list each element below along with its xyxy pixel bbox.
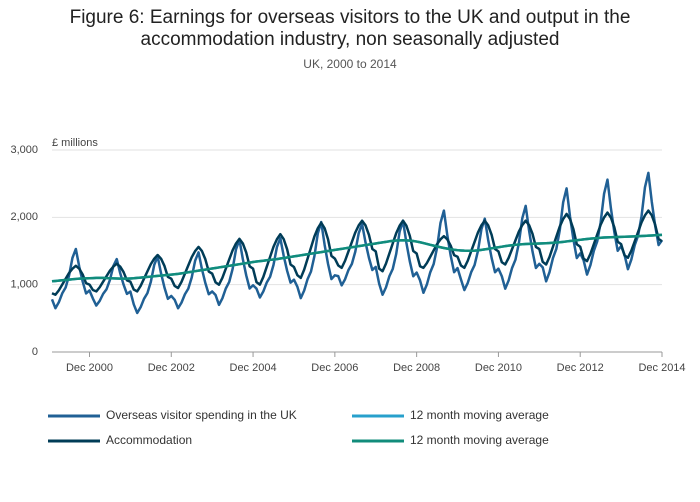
x-tick-label: Dec 2012 bbox=[557, 362, 604, 374]
x-tick-label: Dec 2010 bbox=[475, 362, 522, 374]
series-line bbox=[50, 171, 664, 315]
legend-label: 12 month moving average bbox=[410, 408, 549, 422]
legend-label: Overseas visitor spending in the UK bbox=[106, 408, 297, 422]
y-tick-label: 2,000 bbox=[10, 211, 38, 223]
x-tick-label: Dec 2014 bbox=[638, 362, 685, 374]
x-tick-label: Dec 2006 bbox=[311, 362, 358, 374]
chart-title: Figure 6: Earnings for overseas visitors… bbox=[69, 7, 631, 50]
series-line bbox=[51, 233, 663, 283]
y-tick-label: 0 bbox=[32, 346, 38, 358]
chart-subtitle: UK, 2000 to 2014 bbox=[303, 57, 397, 71]
y-tick-label: 1,000 bbox=[10, 279, 38, 291]
x-tick-label: Dec 2002 bbox=[148, 362, 195, 374]
y-tick-label: 3,000 bbox=[10, 144, 38, 156]
legend-label: 12 month moving average bbox=[410, 433, 549, 447]
legend-label: Accommodation bbox=[106, 433, 192, 447]
x-tick-label: Dec 2004 bbox=[230, 362, 277, 374]
x-tick-label: Dec 2008 bbox=[393, 362, 440, 374]
y-axis-label: £ millions bbox=[52, 137, 98, 149]
x-tick-label: Dec 2000 bbox=[66, 362, 113, 374]
series-line bbox=[51, 209, 663, 297]
